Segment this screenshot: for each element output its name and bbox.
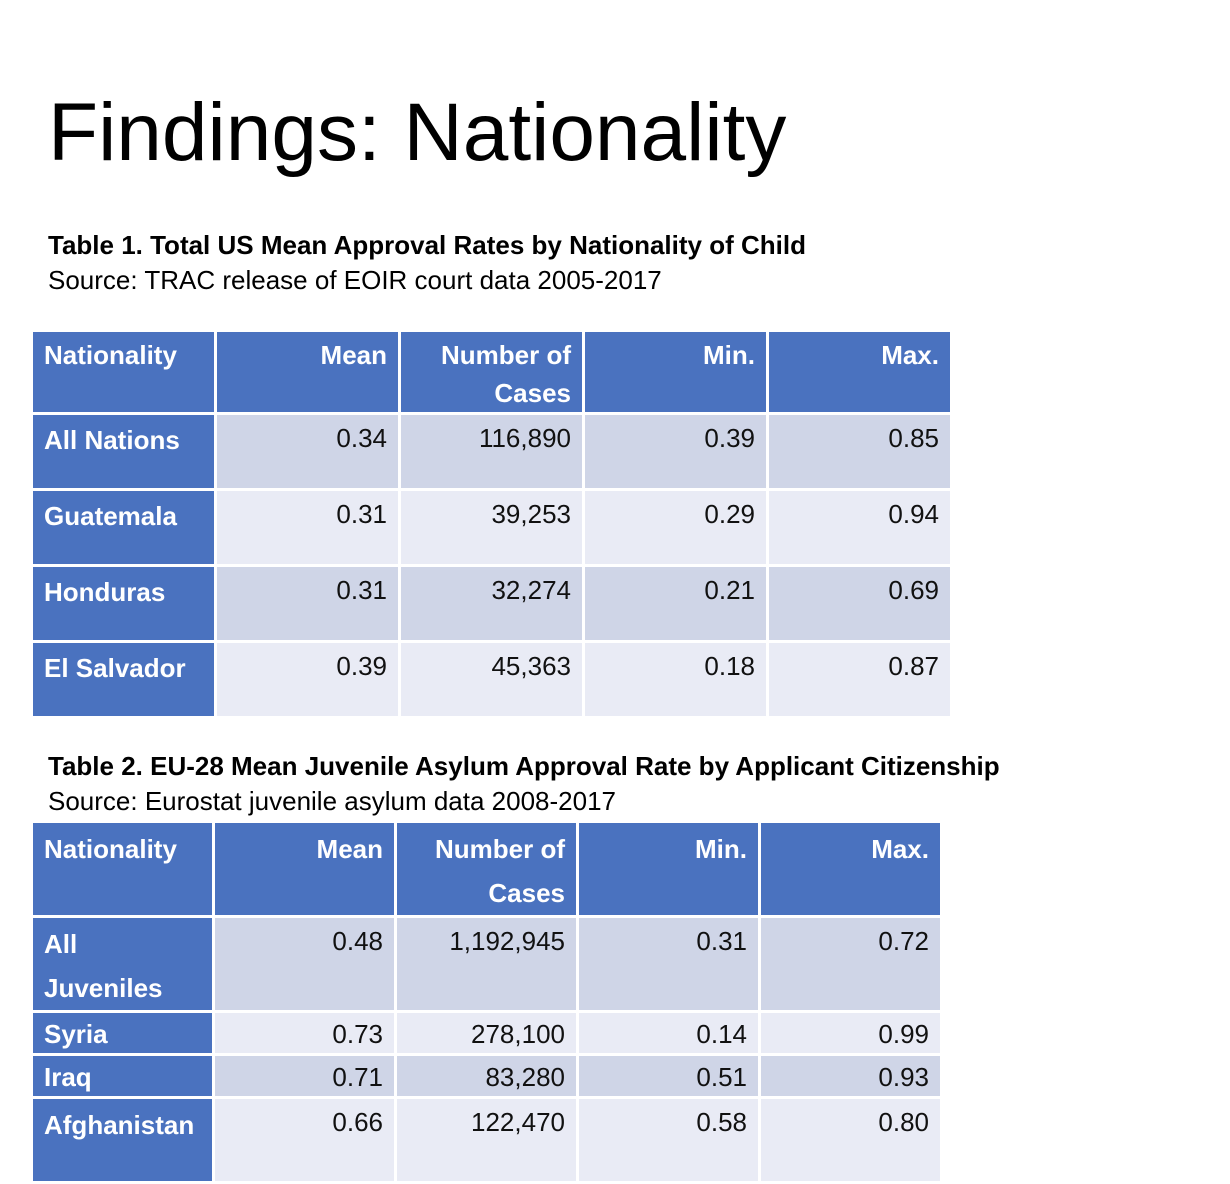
row-max: 0.99 — [761, 1013, 940, 1053]
column-header-nationality: Nationality — [33, 332, 214, 412]
row-mean: 0.71 — [215, 1056, 394, 1096]
table-row: Afghanistan 0.66 122,470 0.58 0.80 — [33, 1099, 940, 1181]
row-cases: 116,890 — [401, 415, 582, 488]
column-header-max: Max. — [761, 823, 940, 915]
row-max: 0.80 — [761, 1099, 940, 1181]
table1-title: Table 1. Total US Mean Approval Rates by… — [48, 230, 806, 260]
row-cases: 278,100 — [397, 1013, 576, 1053]
row-cases: 122,470 — [397, 1099, 576, 1181]
table-row: Syria 0.73 278,100 0.14 0.99 — [33, 1013, 940, 1053]
row-max: 0.72 — [761, 918, 940, 1010]
column-header-mean: Mean — [217, 332, 398, 412]
row-nationality: Syria — [33, 1013, 212, 1053]
row-max: 0.87 — [769, 643, 950, 716]
row-min: 0.51 — [579, 1056, 758, 1096]
row-max: 0.93 — [761, 1056, 940, 1096]
table2: Nationality Mean Number of Cases Min. Ma… — [30, 820, 943, 1184]
table1: Nationality Mean Number of Cases Min. Ma… — [30, 329, 953, 719]
column-header-nationality: Nationality — [33, 823, 212, 915]
row-nationality: Honduras — [33, 567, 214, 640]
table-row: El Salvador 0.39 45,363 0.18 0.87 — [33, 643, 950, 716]
row-min: 0.58 — [579, 1099, 758, 1181]
row-min: 0.14 — [579, 1013, 758, 1053]
row-min: 0.29 — [585, 491, 766, 564]
row-nationality: El Salvador — [33, 643, 214, 716]
row-nationality: All Nations — [33, 415, 214, 488]
table2-title: Table 2. EU-28 Mean Juvenile Asylum Appr… — [48, 751, 1000, 781]
row-min: 0.18 — [585, 643, 766, 716]
row-cases: 39,253 — [401, 491, 582, 564]
row-mean: 0.34 — [217, 415, 398, 488]
row-max: 0.94 — [769, 491, 950, 564]
table-row: All Juveniles 0.48 1,192,945 0.31 0.72 — [33, 918, 940, 1010]
table1-source: Source: TRAC release of EOIR court data … — [48, 265, 662, 295]
column-header-min: Min. — [585, 332, 766, 412]
column-header-cases: Number of Cases — [401, 332, 582, 412]
row-cases: 45,363 — [401, 643, 582, 716]
column-header-min: Min. — [579, 823, 758, 915]
row-cases: 1,192,945 — [397, 918, 576, 1010]
column-header-mean: Mean — [215, 823, 394, 915]
row-mean: 0.31 — [217, 567, 398, 640]
row-mean: 0.39 — [217, 643, 398, 716]
row-min: 0.39 — [585, 415, 766, 488]
table-header-row: Nationality Mean Number of Cases Min. Ma… — [33, 332, 950, 412]
row-nationality: Guatemala — [33, 491, 214, 564]
table2-source: Source: Eurostat juvenile asylum data 20… — [48, 786, 617, 816]
row-mean: 0.31 — [217, 491, 398, 564]
row-max: 0.69 — [769, 567, 950, 640]
table-row: All Nations 0.34 116,890 0.39 0.85 — [33, 415, 950, 488]
table-row: Honduras 0.31 32,274 0.21 0.69 — [33, 567, 950, 640]
row-max: 0.85 — [769, 415, 950, 488]
table-row: Iraq 0.71 83,280 0.51 0.93 — [33, 1056, 940, 1096]
column-header-max: Max. — [769, 332, 950, 412]
table2-caption: Table 2. EU-28 Mean Juvenile Asylum Appr… — [48, 748, 1000, 818]
row-cases: 32,274 — [401, 567, 582, 640]
row-mean: 0.73 — [215, 1013, 394, 1053]
row-mean: 0.48 — [215, 918, 394, 1010]
row-nationality: Afghanistan — [33, 1099, 212, 1181]
row-nationality: Iraq — [33, 1056, 212, 1096]
table1-caption: Table 1. Total US Mean Approval Rates by… — [48, 227, 806, 297]
table-header-row: Nationality Mean Number of Cases Min. Ma… — [33, 823, 940, 915]
row-mean: 0.66 — [215, 1099, 394, 1181]
column-header-cases: Number of Cases — [397, 823, 576, 915]
row-min: 0.31 — [579, 918, 758, 1010]
slide-title: Findings: Nationality — [48, 87, 787, 178]
row-min: 0.21 — [585, 567, 766, 640]
row-cases: 83,280 — [397, 1056, 576, 1096]
table-row: Guatemala 0.31 39,253 0.29 0.94 — [33, 491, 950, 564]
row-nationality: All Juveniles — [33, 918, 212, 1010]
